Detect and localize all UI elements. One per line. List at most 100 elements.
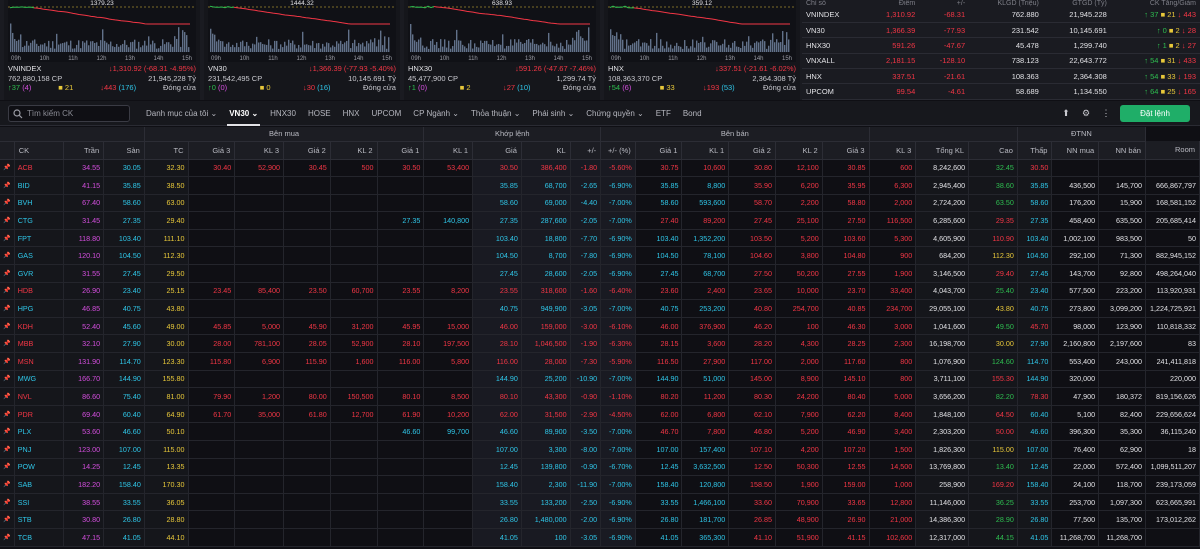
pin-icon[interactable]: 📌 — [0, 405, 15, 424]
column-header[interactable]: TC — [144, 141, 189, 160]
symbol-search-box[interactable] — [8, 105, 130, 122]
stock-row[interactable]: 📌 MWG 166.70 144.90 155.80 144.90 25,200 -10.90… — [0, 370, 1200, 389]
place-order-button[interactable]: Đặt lệnh — [1120, 105, 1190, 122]
pin-icon[interactable]: 📌 — [0, 299, 15, 318]
stock-row[interactable]: 📌 BVH 67.40 58.60 63.00 58.60 69,000 -4.40 -7.00… — [0, 194, 1200, 213]
column-header[interactable]: +/- (%) — [600, 141, 636, 160]
pin-icon[interactable]: 📌 — [0, 246, 15, 266]
column-header[interactable]: KL 1 — [681, 141, 730, 160]
gear-icon[interactable]: ⚙ — [1081, 108, 1091, 118]
column-header[interactable]: Cao — [968, 141, 1018, 160]
column-header[interactable]: Giá 1 — [377, 141, 425, 160]
pin-icon[interactable]: 📌 — [0, 334, 15, 354]
column-header[interactable]: KL 1 — [423, 141, 474, 160]
tab-7[interactable]: Thỏa thuận ⌄ — [465, 101, 526, 126]
column-header[interactable]: Giá 3 — [822, 141, 870, 160]
pin-icon[interactable]: 📌 — [0, 528, 15, 547]
index-table-row[interactable]: VNXALL 2,181.15 -128.10 738.123 22,643.772 ↑ … — [802, 53, 1200, 70]
column-header[interactable]: NN bán — [1098, 141, 1146, 160]
stock-row[interactable]: 📌 SAB 182.20 158.40 170.30 158.40 2,300 -11.90-… — [0, 475, 1200, 494]
stock-row[interactable]: 📌 PNJ 123.00 107.00 115.00 107.00 3,300 -8.00 -7… — [0, 440, 1200, 459]
stock-row[interactable]: 📌 PDR 69.40 60.40 64.90 61.70 35,000 61.80 12,70… — [0, 405, 1200, 424]
volume-bar — [76, 44, 78, 52]
column-header[interactable]: KL 2 — [330, 141, 378, 160]
search-input[interactable] — [27, 106, 127, 121]
column-header[interactable]: KL — [521, 141, 571, 160]
index-table-row[interactable]: VNINDEX 1,310.92 -68.31 762.880 21,945.228 ↑ … — [802, 7, 1200, 23]
column-header[interactable]: Sàn — [103, 141, 145, 160]
pin-icon[interactable]: 📌 — [0, 440, 15, 459]
pin-icon[interactable]: 📌 — [0, 159, 15, 178]
column-header[interactable]: Room — [1145, 141, 1200, 160]
tab-1[interactable]: VN30 ⌄ — [223, 101, 264, 126]
arrow-up-icon[interactable]: ⬆ — [1062, 108, 1070, 118]
stock-row[interactable]: 📌 GVR 31.55 27.45 29.50 27.45 28,600 -2.05 -6.90… — [0, 264, 1200, 283]
stock-row[interactable]: 📌 HPG 46.85 40.75 43.80 40.75 949,900 -3.05 -7.0… — [0, 299, 1200, 318]
stock-row[interactable]: 📌 HDB 26.90 23.40 25.15 23.45 85,400 23.50 60,70… — [0, 282, 1200, 301]
index-table-row[interactable]: HNX 337.51 -21.61 108.363 2,364.308 ↑ 54 ■ 33… — [802, 68, 1200, 85]
column-header[interactable]: KL 3 — [869, 141, 917, 160]
stock-row[interactable]: 📌 MSN 131.90 114.70 123.30 115.80 6,900 115.90 1… — [0, 352, 1200, 371]
pin-icon[interactable]: 📌 — [0, 422, 15, 441]
pin-icon[interactable]: 📌 — [0, 510, 15, 529]
stock-row[interactable]: 📌 POW 14.25 12.45 13.35 12.45 139,800 -0.90 -6.7… — [0, 458, 1200, 477]
tab-2[interactable]: HNX30 — [264, 101, 302, 126]
stock-row[interactable]: 📌 KDH 52.40 45.60 49.00 45.85 5,000 45.90 31,200… — [0, 317, 1200, 336]
pin-icon[interactable]: 📌 — [0, 475, 15, 494]
column-header[interactable]: KL 2 — [775, 141, 823, 160]
column-header[interactable]: Giá — [472, 141, 522, 160]
tab-11[interactable]: Bond — [677, 101, 708, 126]
index-chart-vnindex[interactable]: 1379.23 09h 10h 11h 12h 13h 14h 15h VNINDEX ↓1,31… — [4, 0, 200, 100]
column-header[interactable]: Thấp — [1017, 141, 1053, 160]
pin-icon[interactable]: 📌 — [0, 458, 15, 477]
pin-icon[interactable]: 📌 — [0, 317, 15, 336]
pin-icon[interactable]: 📌 — [0, 387, 15, 406]
stock-row[interactable]: 📌 STB 30.80 26.80 28.80 26.80 1,480,000 -2.00 -6… — [0, 510, 1200, 529]
stock-row[interactable]: 📌 GAS 120.10 104.50 112.30 104.50 8,700 -7.80 -6… — [0, 246, 1200, 266]
index-chart-hnx[interactable]: 359.12 09h 10h 11h 12h 13h 14h 15h HNX ↓337.51 (-… — [604, 0, 800, 100]
column-header[interactable]: Giá 1 — [635, 141, 683, 160]
pin-icon[interactable]: 📌 — [0, 370, 15, 389]
index-chart-vn30[interactable]: 1444.32 09h 10h 11h 12h 13h 14h 15h VN30 ↓1,366.3… — [204, 0, 400, 100]
index-chart-hnx30[interactable]: 638.93 09h 10h 11h 12h 13h 14h 15h HNX30 ↓591.26 … — [404, 0, 600, 100]
index-table-row[interactable]: VN30 1,366.39 -77.93 231.542 10,145.691 ↑ 0 ■… — [802, 22, 1200, 39]
pin-icon[interactable]: 📌 — [0, 493, 15, 512]
column-header[interactable]: Giá 2 — [283, 141, 331, 160]
stock-row[interactable]: 📌 PLX 53.60 46.60 50.10 46.60 99,700 46.60 89,90… — [0, 422, 1200, 441]
pin-icon[interactable]: 📌 — [0, 194, 15, 213]
tab-4[interactable]: HNX — [337, 101, 366, 126]
stock-row[interactable]: 📌 TCB 47.15 41.05 44.10 41.05 100 -3.05 -6.90% 41… — [0, 528, 1200, 547]
stock-row[interactable]: 📌 MBB 32.10 27.90 30.00 28.00 781,100 28.05 52,9… — [0, 334, 1200, 354]
tab-5[interactable]: UPCOM — [366, 101, 408, 126]
pin-icon[interactable]: 📌 — [0, 352, 15, 371]
stock-row[interactable]: 📌 FPT 118.80 103.40 111.10 103.40 18,800 -7.70-… — [0, 229, 1200, 248]
column-header[interactable]: KL 3 — [234, 141, 285, 160]
index-table-row[interactable]: UPCOM 99.54 -4.61 58.689 1,134.550 ↑ 64 ■ 25 … — [802, 83, 1200, 100]
column-header[interactable]: NN mua — [1051, 141, 1100, 160]
pin-icon[interactable]: 📌 — [0, 176, 15, 195]
tab-10[interactable]: ETF — [650, 101, 677, 126]
stock-row[interactable]: 📌 CTG 31.45 27.35 29.40 27.35 140,800 27.35 287,… — [0, 211, 1200, 230]
pin-icon[interactable]: 📌 — [0, 211, 15, 230]
more-vertical-icon[interactable]: ⋮ — [1101, 108, 1111, 118]
column-header[interactable]: Giá 3 — [188, 141, 236, 160]
column-header[interactable]: CK — [14, 141, 64, 160]
tab-9[interactable]: Chứng quyền ⌄ — [580, 101, 649, 126]
index-table-row[interactable]: HNX30 591.26 -47.67 45.478 1,299.740 ↑ 1 ■ 2 … — [802, 37, 1200, 54]
stock-row[interactable]: 📌 BID 41.15 35.85 38.50 35.85 68,700 -2.65 -6.90… — [0, 176, 1200, 195]
pin-icon[interactable]: 📌 — [0, 282, 15, 301]
stock-row[interactable]: 📌 SSI 38.55 33.55 36.05 33.55 133,200 -2.50 -6.9… — [0, 493, 1200, 512]
column-header[interactable]: Giá 2 — [728, 141, 776, 160]
cell-gi-1: 116.50 — [635, 352, 683, 371]
pin-icon[interactable]: 📌 — [0, 264, 15, 283]
column-header[interactable]: +/- — [570, 141, 602, 160]
tab-8[interactable]: Phái sinh ⌄ — [526, 101, 580, 126]
tab-0[interactable]: Danh mục của tôi ⌄ — [140, 101, 223, 126]
tab-3[interactable]: HOSE — [302, 101, 337, 126]
stock-row[interactable]: 📌 ACB 34.55 30.05 32.30 30.40 52,900 30.45 500 30… — [0, 159, 1200, 178]
tab-6[interactable]: CP Ngành ⌄ — [407, 101, 465, 126]
pin-icon[interactable]: 📌 — [0, 229, 15, 248]
stock-row[interactable]: 📌 NVL 86.60 75.40 81.00 79.90 1,200 80.00 150,50… — [0, 387, 1200, 406]
column-header[interactable]: Trần — [63, 141, 105, 160]
column-header[interactable]: Tổng KL — [915, 141, 970, 160]
